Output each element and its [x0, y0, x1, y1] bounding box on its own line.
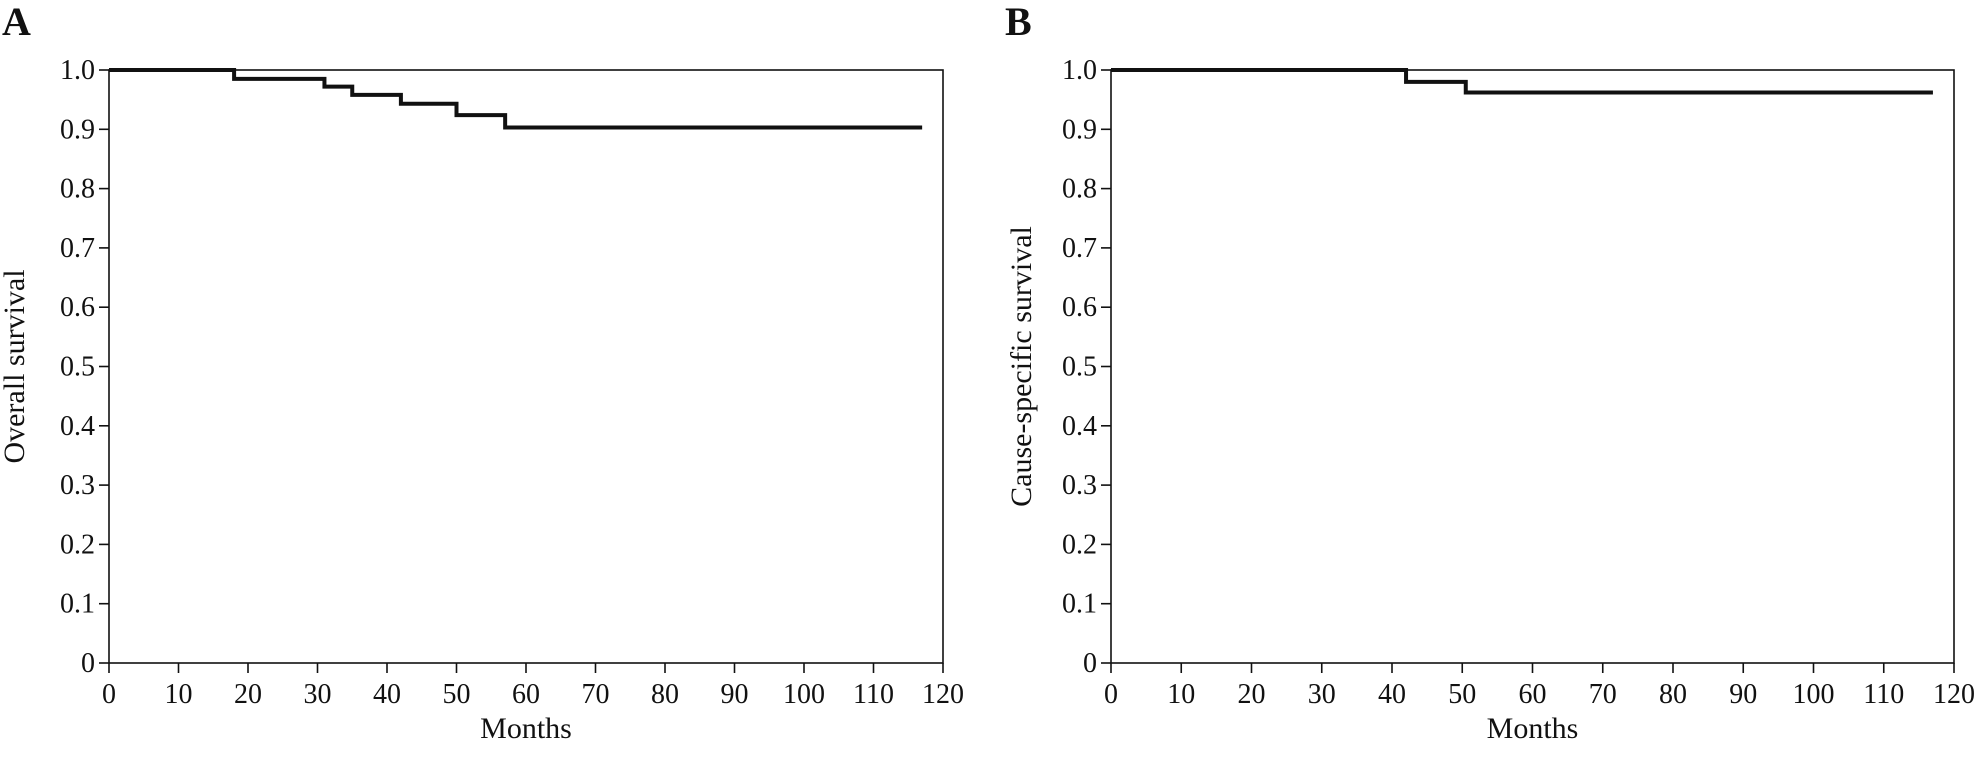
- x-tick-label: 100: [783, 679, 825, 710]
- survival-curve: [1111, 68, 1933, 95]
- x-tick-label: 110: [1863, 679, 1904, 710]
- x-tick-label: 50: [443, 679, 471, 710]
- x-tick-label: 10: [1167, 679, 1195, 710]
- y-tick-label: 0.7: [60, 233, 95, 264]
- x-tick-label: 80: [651, 679, 679, 710]
- y-tick-label: 0.5: [60, 352, 95, 383]
- y-tick-label: 0.9: [60, 114, 95, 145]
- y-tick-label: 0.3: [1062, 470, 1097, 501]
- y-tick-label: 0.3: [60, 470, 95, 501]
- y-tick-label: 1.0: [60, 55, 95, 86]
- x-tick-label: 90: [721, 679, 749, 710]
- x-tick-label: 70: [1589, 679, 1617, 710]
- x-tick-label: 120: [1933, 679, 1974, 710]
- y-tick-label: 0.5: [1062, 352, 1097, 383]
- x-tick-label: 0: [1104, 679, 1118, 710]
- overall-survival-chart: 0 0.1 0.2 0.3 0.4 0.5 0.6 0.7 0.8 0.9 1.0 0 10 20 30 40…: [0, 55, 964, 745]
- x-tick-label: 40: [1378, 679, 1406, 710]
- panel-label-b: B: [1005, 0, 1032, 44]
- x-axis-label: Months: [480, 712, 572, 745]
- y-axis-label: Cause-specific survival: [1005, 226, 1038, 507]
- x-tick-label: 60: [1519, 679, 1547, 710]
- panel-label-a: A: [2, 0, 31, 44]
- x-tick-label: 100: [1793, 679, 1835, 710]
- y-tick-label: 0.4: [1062, 411, 1097, 442]
- x-tick-label: 30: [304, 679, 332, 710]
- x-tick-label: 20: [1238, 679, 1266, 710]
- y-tick-label: 0: [1083, 648, 1097, 679]
- y-tick-label: 0.4: [60, 411, 95, 442]
- x-tick-label: 30: [1308, 679, 1336, 710]
- y-tick-label: 0: [81, 648, 95, 679]
- survival-curve: [109, 68, 923, 130]
- y-tick-label: 0.1: [1062, 589, 1097, 620]
- y-tick-label: 0.2: [1062, 529, 1097, 560]
- x-tick-label: 20: [234, 679, 262, 710]
- x-tick-label: 110: [853, 679, 894, 710]
- overall-survival-panel: A 0 0.1 0.2 0.3 0.4 0.5 0.6 0.7 0.8 0.9 1.0 0 10 20 30…: [0, 0, 964, 746]
- plot-frame: [1110, 69, 1955, 664]
- cause-specific-survival-chart: 0 0.1 0.2 0.3 0.4 0.5 0.6 0.7 0.8 0.9 1.0 0 10 20 30 40…: [1005, 55, 1974, 745]
- y-tick-label: 0.6: [60, 292, 95, 323]
- x-tick-label: 40: [373, 679, 401, 710]
- y-axis-label: Overall survival: [0, 269, 31, 463]
- x-tick-label: 0: [102, 679, 116, 710]
- x-axis-label: Months: [1487, 712, 1579, 745]
- cause-specific-survival-panel: B 0 0.1 0.2 0.3 0.4 0.5 0.6 0.7 0.8 0.9 1.0 0 10 20 30…: [1003, 0, 1974, 757]
- y-tick-label: 0.9: [1062, 114, 1097, 145]
- x-tick-label: 70: [582, 679, 610, 710]
- x-tick-label: 10: [165, 679, 193, 710]
- x-tick-label: 120: [922, 679, 964, 710]
- x-tick-label: 60: [512, 679, 540, 710]
- y-tick-label: 0.8: [60, 174, 95, 205]
- y-tick-label: 1.0: [1062, 55, 1097, 86]
- plot-frame: [108, 69, 944, 664]
- y-tick-label: 0.7: [1062, 233, 1097, 264]
- y-tick-label: 0.2: [60, 529, 95, 560]
- y-tick-label: 0.6: [1062, 292, 1097, 323]
- x-tick-label: 50: [1448, 679, 1476, 710]
- x-tick-label: 90: [1729, 679, 1757, 710]
- x-tick-label: 80: [1659, 679, 1687, 710]
- y-tick-label: 0.8: [1062, 174, 1097, 205]
- y-tick-label: 0.1: [60, 589, 95, 620]
